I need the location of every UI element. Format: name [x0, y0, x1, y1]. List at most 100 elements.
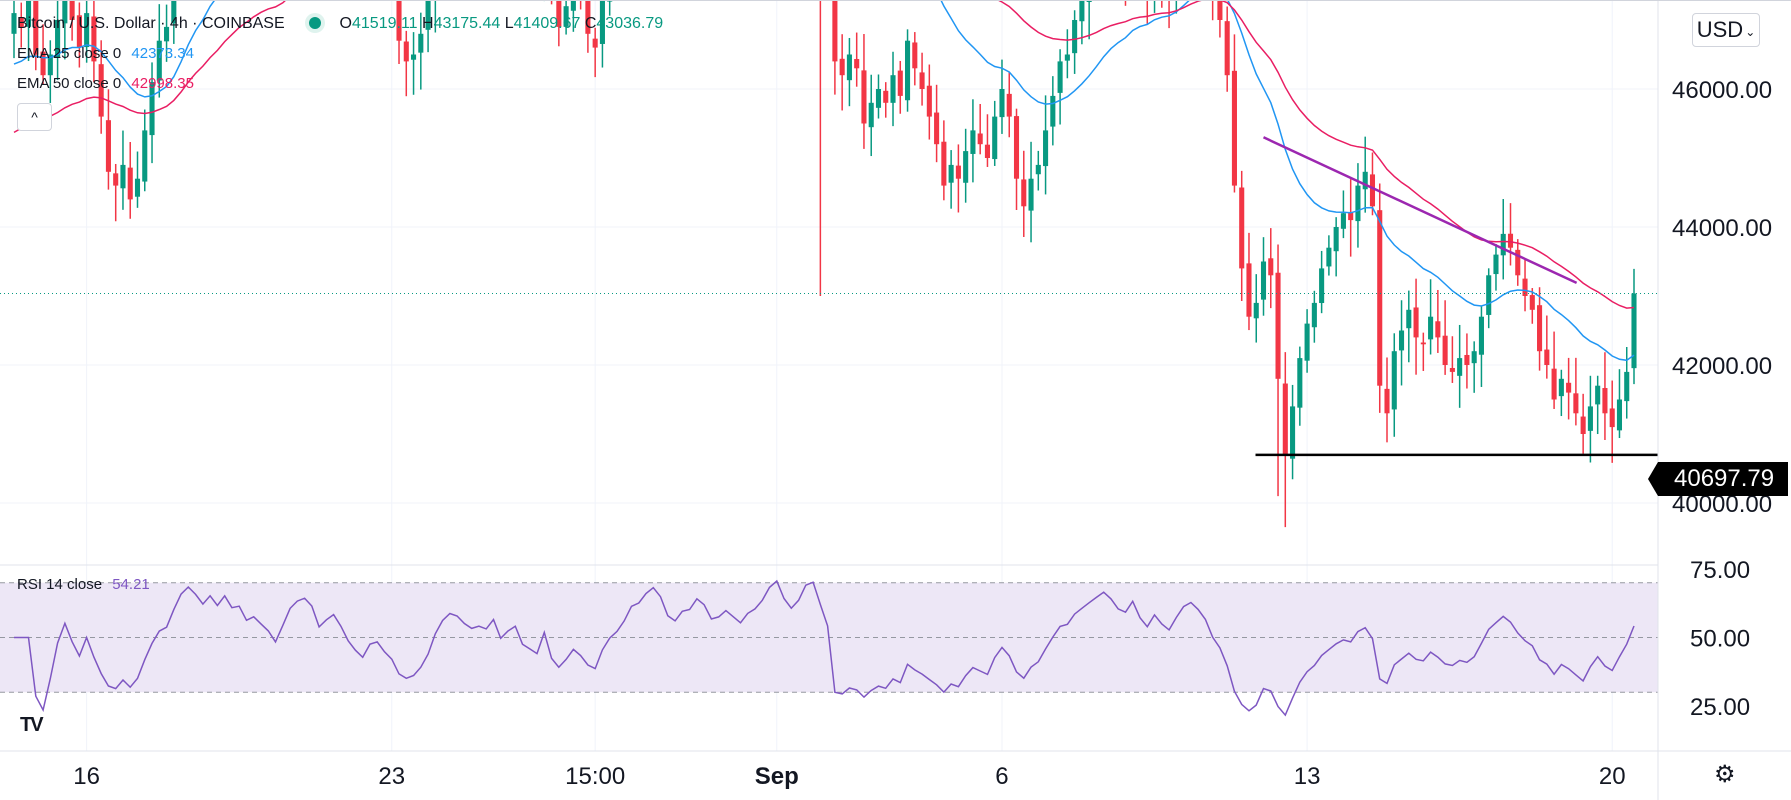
- candle-body: [883, 90, 889, 103]
- currency-label: USD: [1696, 17, 1744, 42]
- low-value: 41409.67: [513, 15, 581, 32]
- candle: [1362, 136, 1368, 213]
- symbol-title[interactable]: Bitcoin / U.S. Dollar · 4h · COINBASE: [17, 15, 285, 32]
- settings-gear-icon[interactable]: ⚙: [1714, 761, 1736, 788]
- rsi-tick-label: 25.00: [1690, 694, 1750, 721]
- time-tick-label: 16: [73, 763, 100, 790]
- candle-body: [1217, 0, 1223, 20]
- candle-body: [1602, 388, 1608, 414]
- candle: [1290, 384, 1296, 480]
- candle-body: [403, 41, 409, 62]
- candle: [854, 32, 860, 87]
- candle-body: [592, 38, 598, 48]
- candle-body: [1079, 0, 1085, 22]
- candle: [1544, 315, 1550, 379]
- resistance-trendline: [1262, 136, 1578, 285]
- candle-body: [1580, 416, 1586, 434]
- candle-body: [149, 82, 155, 136]
- candle: [55, 0, 61, 81]
- ema50-legend[interactable]: EMA 50 close 0 42998.35: [17, 75, 194, 92]
- candle: [1406, 290, 1412, 363]
- candle-body: [411, 54, 417, 60]
- open-value: 41519.11: [352, 15, 418, 32]
- candle-body: [11, 13, 17, 34]
- candle: [941, 120, 947, 201]
- chart-header-ohlc: Bitcoin / U.S. Dollar · 4h · COINBASE O4…: [17, 15, 664, 32]
- candle-body: [1551, 368, 1557, 400]
- candle-body: [1624, 371, 1630, 402]
- candle: [1153, 0, 1156, 13]
- candle-body: [1231, 70, 1237, 186]
- candle-body: [1319, 268, 1325, 304]
- ema25-value: 42373.34: [131, 45, 194, 62]
- candle-body: [1500, 233, 1506, 256]
- candle: [1168, 0, 1170, 29]
- candle-body: [854, 59, 860, 69]
- candle: [33, 0, 39, 71]
- candle-body: [984, 144, 990, 158]
- tradingview-logo-icon[interactable]: TV: [20, 714, 44, 736]
- candle-body: [1268, 258, 1274, 276]
- candle: [1253, 274, 1259, 343]
- candle: [1319, 250, 1325, 314]
- rsi-tick-label: 75.00: [1690, 557, 1750, 584]
- candle-body: [1435, 321, 1441, 338]
- candle-body: [1566, 382, 1572, 393]
- candle: [1558, 369, 1564, 417]
- candle-body: [890, 75, 896, 103]
- ema50-label: EMA 50 close 0: [17, 75, 122, 92]
- candle: [1355, 163, 1361, 248]
- candle: [934, 84, 940, 163]
- time-tick-label: Sep: [755, 763, 799, 790]
- rsi-legend[interactable]: RSI 14 close 54.21: [17, 576, 150, 593]
- rsi-label: RSI 14 close: [17, 576, 103, 593]
- candle: [868, 74, 874, 157]
- close-value: 43036.79: [596, 15, 664, 32]
- candle-body: [105, 120, 111, 172]
- candle-body: [1406, 309, 1412, 329]
- candle: [875, 74, 882, 119]
- candle-body: [127, 167, 133, 200]
- candle: [1043, 95, 1049, 195]
- candle: [1551, 331, 1557, 409]
- price-tick-label: 44000.00: [1672, 215, 1772, 242]
- candle-body: [62, 0, 68, 24]
- candle-body: [905, 40, 911, 101]
- candle-body: [1457, 358, 1463, 376]
- candle: [40, 24, 46, 85]
- candle-body: [1493, 254, 1499, 275]
- candle-body: [1428, 316, 1434, 340]
- time-tick-label: 13: [1294, 763, 1321, 790]
- candle-body: [142, 130, 148, 182]
- candle: [127, 142, 133, 219]
- candle-body: [1616, 399, 1623, 431]
- candle: [105, 89, 111, 190]
- candle-body: [1449, 367, 1455, 372]
- candle: [1021, 150, 1027, 237]
- ema-lines: [13, 0, 1635, 362]
- candle: [1616, 369, 1623, 439]
- candle: [563, 0, 569, 35]
- candle-body: [98, 64, 104, 117]
- collapse-legend-button[interactable]: ^: [17, 103, 52, 131]
- candle-body: [1326, 247, 1332, 267]
- candle: [1602, 352, 1608, 440]
- rsi-line: [14, 579, 1635, 717]
- chevron-down-icon: ⌄: [1745, 25, 1756, 39]
- candle-body: [1043, 130, 1049, 167]
- candle-body: [1246, 263, 1252, 317]
- chevron-up-icon: ^: [31, 109, 38, 125]
- currency-selector[interactable]: USD ⌄: [1692, 13, 1760, 47]
- ema25-legend[interactable]: EMA 25 close 0 42373.34: [17, 45, 194, 62]
- candle-body: [963, 151, 969, 183]
- candle: [1522, 259, 1528, 312]
- candle-body: [113, 173, 119, 186]
- candle: [396, 0, 402, 64]
- candle-body: [164, 26, 170, 42]
- candle: [1304, 309, 1310, 373]
- candle: [1035, 150, 1041, 191]
- candle: [599, 0, 605, 68]
- candle-body: [926, 85, 932, 117]
- candle: [425, 0, 431, 53]
